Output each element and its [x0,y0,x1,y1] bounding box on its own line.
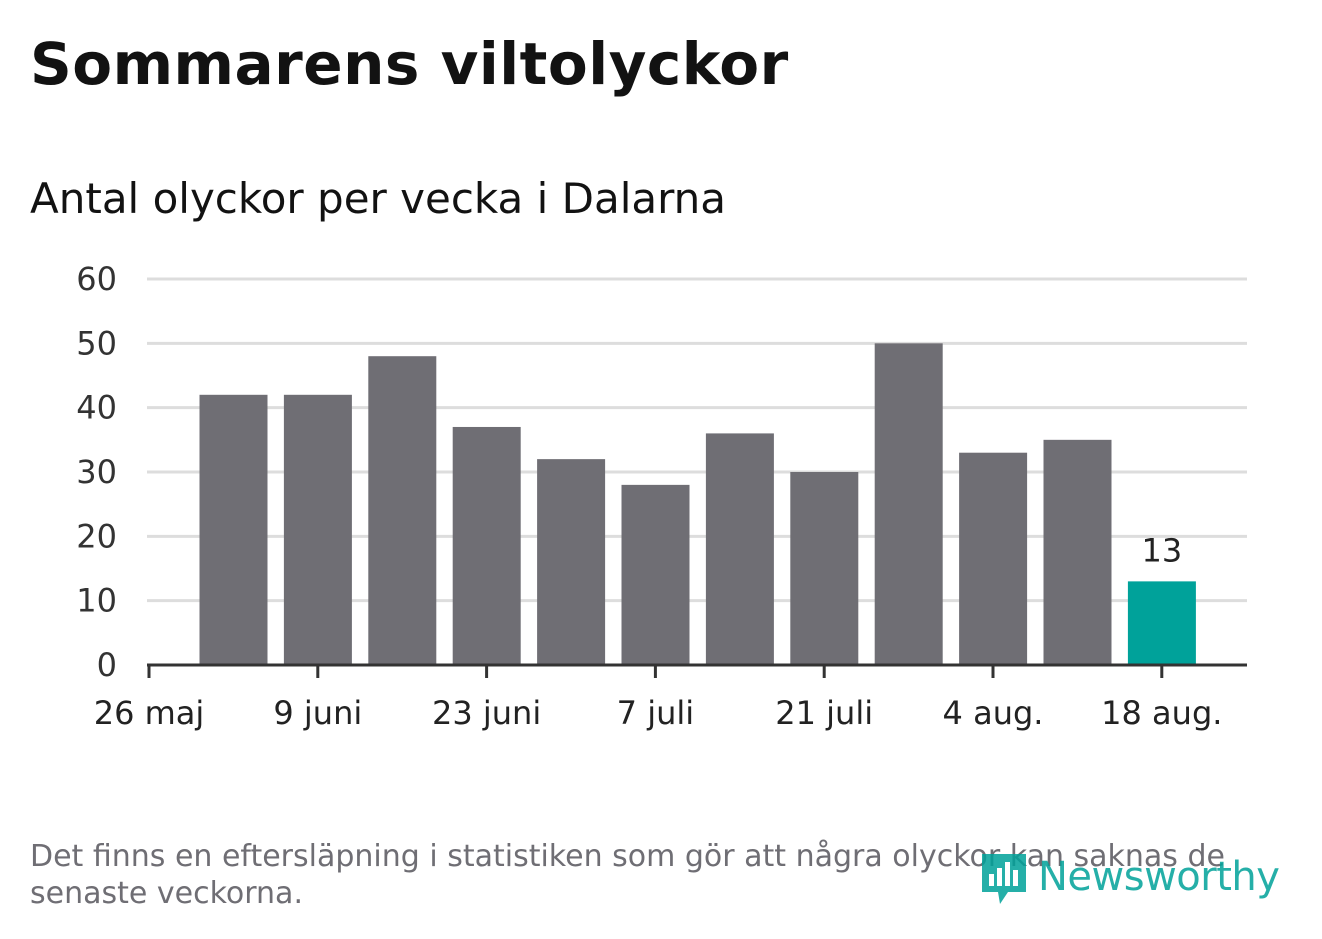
bar [790,472,859,665]
x-tick-label: 26 maj [94,694,205,732]
x-tick-label: 4 aug. [943,694,1044,732]
bar [705,433,774,665]
bar [874,343,943,665]
x-tick-label: 9 juni [273,694,362,732]
x-tick-label: 18 aug. [1101,694,1222,732]
y-tick-label: 20 [76,517,117,555]
bar [1043,439,1112,665]
bar [1127,581,1196,665]
bar [283,394,352,665]
y-tick-label: 10 [76,582,117,620]
chart-subtitle: Antal olyckor per vecka i Dalarna [30,174,726,223]
newsworthy-logo: Newsworthy [978,846,1280,908]
logo-text: Newsworthy [1038,854,1280,900]
chart-title: Sommarens viltolyckor [30,30,789,98]
bar [199,394,268,665]
bars [199,343,1196,665]
bar-chart-speech-bubble-icon [982,854,1026,904]
bar [621,484,690,665]
bar [452,426,521,665]
data-label: 13 [1142,531,1183,569]
x-tick-label: 7 juli [617,694,694,732]
labels: 0 10 20 30 40 50 60 13 26 maj 9 juni 23 juni 7 juli… [76,260,1222,732]
y-tick-label: 30 [76,453,117,491]
x-tick-label: 23 juni [432,694,541,732]
bar [537,459,606,665]
bar [368,356,437,665]
bar [959,452,1028,665]
bar-chart: 0 10 20 30 40 50 60 13 26 maj 9 juni 23 juni 7 juli… [76,260,1247,732]
y-tick-label: 40 [76,389,117,427]
y-tick-label: 60 [76,260,117,298]
y-tick-label: 50 [76,324,117,362]
x-tick-label: 21 juli [775,694,873,732]
y-tick-label: 0 [97,646,117,684]
axes [147,663,1247,678]
